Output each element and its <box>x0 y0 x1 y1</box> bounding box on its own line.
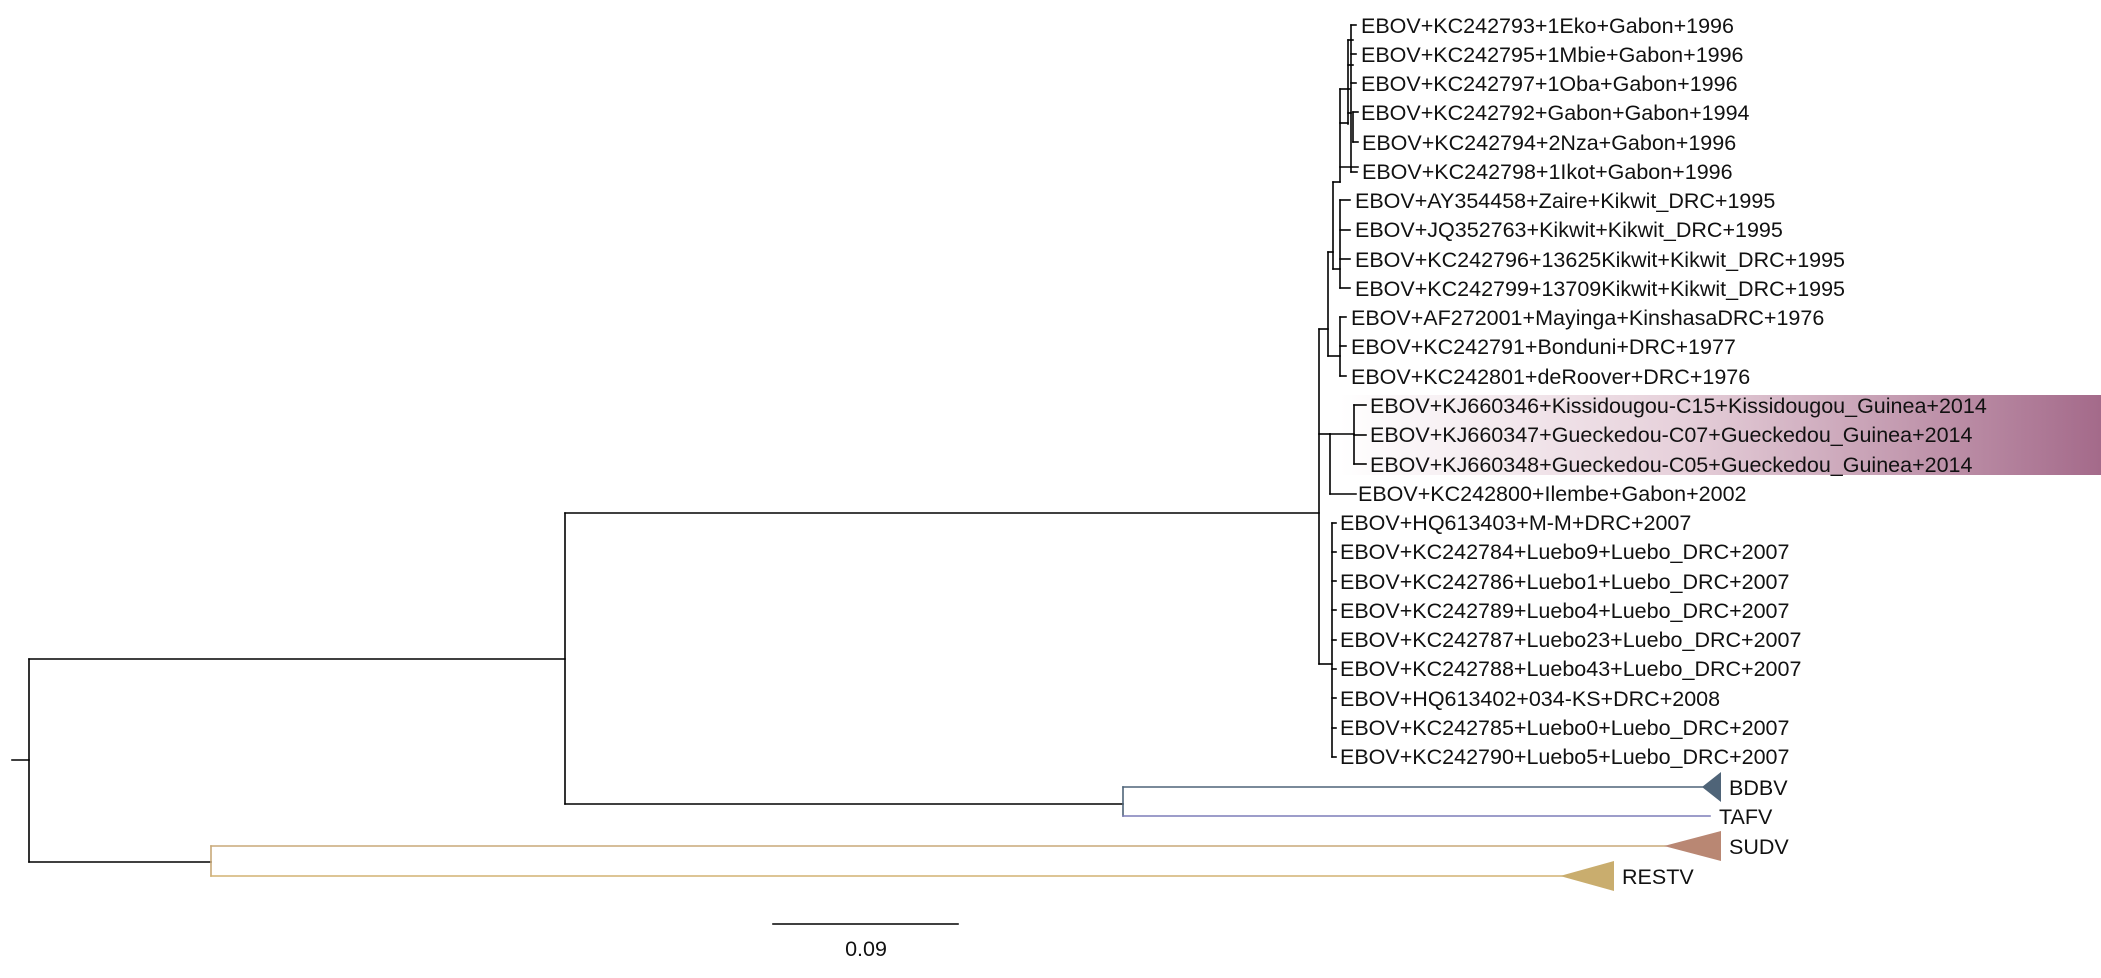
taxon-label: EBOV+KC242796+13625Kikwit+Kikwit_DRC+199… <box>1355 248 1845 272</box>
taxon-label: EBOV+KC242789+Luebo4+Luebo_DRC+2007 <box>1340 599 1789 623</box>
bdbv-collapsed-triangle <box>1702 772 1721 802</box>
taxon-label: EBOV+AY354458+Zaire+Kikwit_DRC+1995 <box>1355 189 1775 213</box>
taxon-label: EBOV+KC242798+1Ikot+Gabon+1996 <box>1362 160 1733 184</box>
taxon-label: EBOV+KC242786+Luebo1+Luebo_DRC+2007 <box>1340 570 1789 594</box>
taxon-label: EBOV+HQ613403+M-M+DRC+2007 <box>1340 511 1691 535</box>
tree-branches <box>11 24 1367 863</box>
clade-label-bdbv: BDBV <box>1729 776 1788 800</box>
clade-label-restv: RESTV <box>1622 865 1694 889</box>
sudv-collapsed-triangle <box>1664 831 1721 861</box>
taxon-label: EBOV+KC242795+1Mbie+Gabon+1996 <box>1361 43 1744 67</box>
taxon-label: EBOV+KC242794+2Nza+Gabon+1996 <box>1362 131 1736 155</box>
guinea-2014-highlight <box>1340 395 2101 475</box>
taxon-label: EBOV+KC242784+Luebo9+Luebo_DRC+2007 <box>1340 540 1789 564</box>
taxon-label: EBOV+KC242792+Gabon+Gabon+1994 <box>1361 101 1750 125</box>
taxon-label: EBOV+KC242787+Luebo23+Luebo_DRC+2007 <box>1340 628 1801 652</box>
taxon-label: EBOV+AF272001+Mayinga+KinshasaDRC+1976 <box>1351 306 1824 330</box>
taxon-label-highlighted: EBOV+KJ660348+Gueckedou-C05+Gueckedou_Gu… <box>1370 453 1972 477</box>
taxon-label: EBOV+KC242793+1Eko+Gabon+1996 <box>1361 14 1734 38</box>
taxon-label: EBOV+JQ352763+Kikwit+Kikwit_DRC+1995 <box>1355 218 1783 242</box>
taxon-label: EBOV+KC242785+Luebo0+Luebo_DRC+2007 <box>1340 716 1789 740</box>
taxon-label: EBOV+KC242790+Luebo5+Luebo_DRC+2007 <box>1340 745 1789 769</box>
taxon-label-highlighted: EBOV+KJ660346+Kissidougou-C15+Kissidougo… <box>1370 394 1987 418</box>
taxon-label: EBOV+KC242801+deRoover+DRC+1976 <box>1351 365 1750 389</box>
scale-bar-label: 0.09 <box>845 937 887 961</box>
clade-label-tafv: TAFV <box>1719 805 1773 829</box>
taxon-label: EBOV+KC242799+13709Kikwit+Kikwit_DRC+199… <box>1355 277 1845 301</box>
restv-collapsed-triangle <box>1560 861 1614 891</box>
taxon-label: EBOV+KC242797+1Oba+Gabon+1996 <box>1361 72 1738 96</box>
clade-label-sudv: SUDV <box>1729 835 1789 859</box>
clade-labels: BDBV TAFV SUDV RESTV <box>1622 776 1789 889</box>
taxon-labels: EBOV+KC242793+1Eko+Gabon+1996 EBOV+KC242… <box>1340 14 1987 769</box>
taxon-label: EBOV+KC242800+Ilembe+Gabon+2002 <box>1358 482 1747 506</box>
taxon-label: EBOV+KC242788+Luebo43+Luebo_DRC+2007 <box>1340 657 1801 681</box>
collapsed-clade-branches <box>210 786 1711 877</box>
taxon-label-highlighted: EBOV+KJ660347+Gueckedou-C07+Gueckedou_Gu… <box>1370 423 1972 447</box>
taxon-label: EBOV+KC242791+Bonduni+DRC+1977 <box>1351 335 1736 359</box>
taxon-label: EBOV+HQ613402+034-KS+DRC+2008 <box>1340 687 1720 711</box>
scale-bar: 0.09 <box>772 923 959 961</box>
